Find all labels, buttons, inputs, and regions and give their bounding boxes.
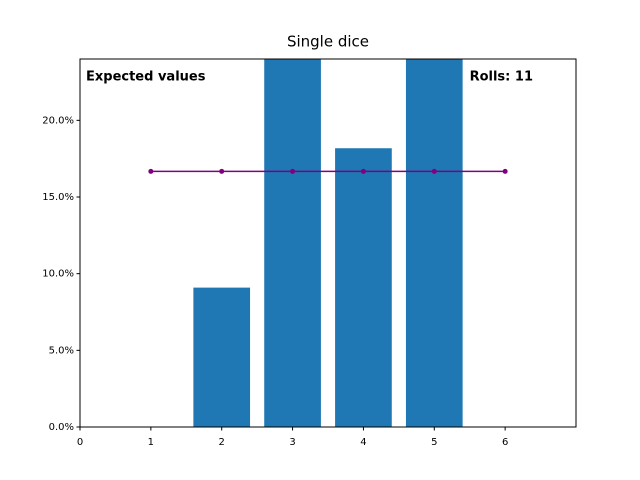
bar <box>264 59 321 427</box>
y-tick-label: 20.0% <box>42 115 74 126</box>
line-marker <box>360 168 366 174</box>
line-marker <box>219 168 225 174</box>
y-tick-label: 5.0% <box>49 345 74 356</box>
y-tick-label: 0.0% <box>49 422 74 433</box>
x-tick-label: 2 <box>219 437 225 448</box>
y-tick-label: 15.0% <box>42 192 74 203</box>
y-tick-label: 10.0% <box>42 269 74 280</box>
axes-frame <box>79 58 577 428</box>
legend-label: Expected values <box>86 70 206 85</box>
bar <box>335 148 392 427</box>
chart-title: Single dice <box>287 33 369 51</box>
bar <box>193 287 251 427</box>
x-tick-label: 6 <box>502 437 508 448</box>
annotation: Rolls: 11 <box>470 70 533 85</box>
x-tick-label: 3 <box>289 437 295 448</box>
x-tick-label: 5 <box>431 437 437 448</box>
x-tick-label: 4 <box>360 437 366 448</box>
line-marker <box>502 168 508 174</box>
x-tick-label: 0 <box>77 437 83 448</box>
line-marker <box>290 168 296 174</box>
line-marker <box>431 168 437 174</box>
plot-area: Rolls: 11 Expected values <box>86 59 533 427</box>
bar <box>405 59 463 427</box>
x-tick-label: 1 <box>148 437 154 448</box>
line-marker <box>148 168 154 174</box>
